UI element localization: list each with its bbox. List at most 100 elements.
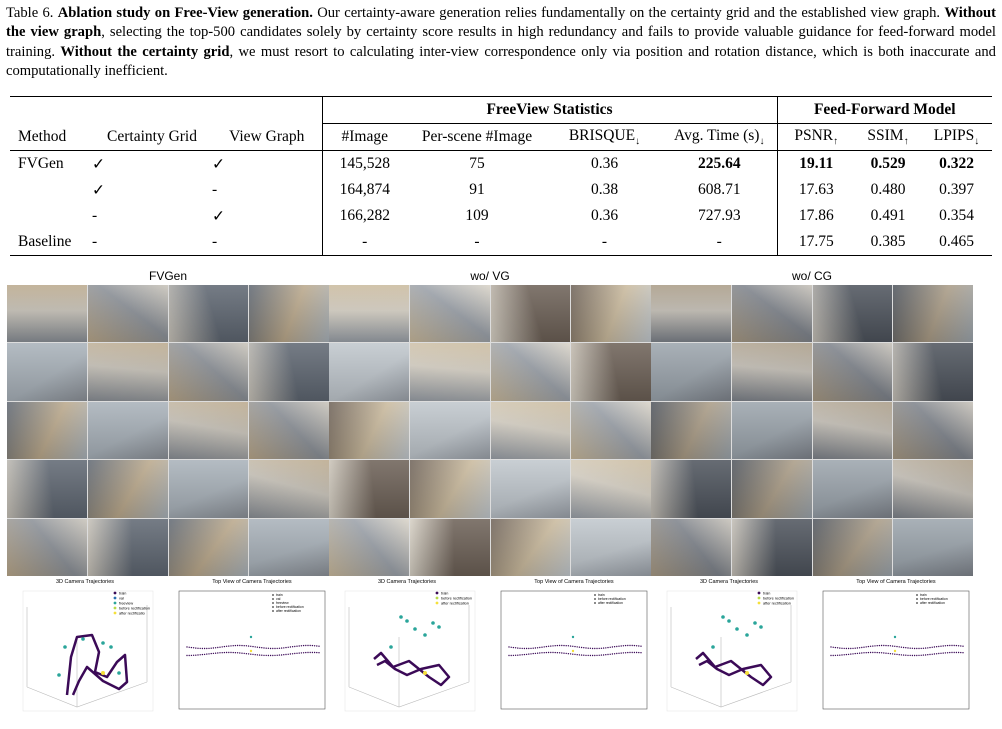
- top-view-point: [291, 646, 294, 648]
- top-view-point: [631, 644, 633, 647]
- top-view-point: [891, 653, 894, 655]
- top-view-point: [197, 654, 199, 656]
- top-view-point: [245, 653, 248, 655]
- col-image: #Image: [321, 123, 407, 151]
- top-view-point: [239, 644, 241, 647]
- table-cell: ✓: [92, 181, 105, 199]
- top-view-point: [867, 651, 870, 654]
- top-view-point: [622, 652, 625, 654]
- table-cell: 0.36: [590, 207, 619, 224]
- top-view-point: [543, 652, 545, 654]
- top-view-point: [850, 647, 852, 650]
- top-view-point: [883, 644, 885, 647]
- top-view-point: [834, 646, 837, 649]
- top-view-point: [900, 654, 903, 656]
- freeview-point: [753, 621, 757, 625]
- panel-title-fvgen: FVGen: [148, 269, 187, 283]
- legend-label: freeview: [276, 601, 289, 605]
- top-view-point: [265, 654, 267, 657]
- top-view-point: [589, 647, 592, 649]
- top-view-point: [620, 645, 622, 647]
- top-view-point: [234, 652, 237, 654]
- table-cell: 166,282: [321, 203, 407, 229]
- top-view-point: [192, 654, 195, 656]
- top-view-point: [243, 652, 245, 655]
- top-view-point: [296, 645, 298, 647]
- table-row-fvgen: FVGen ✓ ✓ 145,528 75 0.36 225.64 19.11 0…: [10, 150, 992, 177]
- photo-tile: [651, 285, 731, 343]
- top-view-point: [583, 654, 585, 656]
- top-view-point: [563, 652, 565, 654]
- top-view-point: [940, 652, 942, 654]
- plot-top-frame: [178, 590, 326, 710]
- top-view-point: [298, 652, 300, 654]
- top-view-point: [847, 653, 850, 656]
- col-avg-time: Avg. Time (s)↓: [674, 126, 765, 148]
- top-view-point: [241, 644, 243, 647]
- table-cell: 0.322: [921, 150, 992, 177]
- top-view-point: [298, 645, 300, 647]
- freeview-point: [727, 619, 731, 623]
- top-view-point: [633, 651, 636, 654]
- plot-3d-title: 3D Camera Trajectories: [700, 579, 758, 585]
- top-view-point: [263, 647, 265, 649]
- top-view-point: [902, 654, 905, 656]
- legend-label: before rectification: [598, 597, 626, 601]
- top-view-point: [569, 653, 572, 655]
- top-view-point: [256, 646, 259, 648]
- top-view-point: [832, 654, 834, 657]
- top-view-point: [241, 652, 243, 654]
- group-header-feedforward: Feed-Forward Model: [776, 96, 992, 124]
- legend-marker: [757, 601, 761, 605]
- top-view-point: [587, 654, 589, 657]
- top-view-point: [514, 654, 517, 656]
- top-view-point: [878, 644, 881, 647]
- top-view-point: [635, 645, 638, 647]
- top-view-point: [267, 647, 270, 649]
- column-header-row: Method Certainty Grid View Graph #Image …: [10, 123, 992, 151]
- legend-marker: [272, 594, 274, 596]
- top-view-point: [195, 647, 197, 649]
- top-view-point: [318, 652, 320, 654]
- table-cell: -: [321, 229, 407, 256]
- top-view-point: [600, 654, 603, 656]
- top-view-point: [938, 645, 940, 648]
- top-view-point: [201, 647, 204, 650]
- top-view-point: [521, 654, 523, 656]
- rectified-point: [101, 671, 105, 675]
- top-view-point: [876, 645, 878, 647]
- photo-tile: [812, 343, 893, 401]
- top-view-point: [250, 645, 252, 647]
- top-view-point: [528, 647, 530, 650]
- top-view-point: [841, 647, 843, 649]
- freeview-point: [893, 635, 897, 639]
- top-view-point: [539, 646, 541, 649]
- top-view-point: [953, 651, 955, 654]
- photo-tile: [812, 401, 893, 460]
- photo-tile: [409, 518, 490, 576]
- top-view-point: [539, 652, 541, 654]
- legend-marker: [435, 596, 439, 600]
- top-view-point: [265, 647, 267, 649]
- top-view-point: [186, 654, 188, 657]
- legend-marker: [113, 606, 117, 610]
- top-view-point: [576, 654, 578, 656]
- plot-3d-frame: [666, 590, 798, 712]
- top-view-point: [613, 646, 616, 648]
- table-cell: 608.71: [697, 181, 741, 198]
- plot-top-frame: [822, 590, 970, 710]
- top-view-point: [258, 646, 261, 649]
- top-view-point: [839, 647, 841, 649]
- top-view-point: [309, 651, 311, 654]
- legend-marker: [757, 591, 761, 595]
- top-view-point: [212, 647, 215, 649]
- top-view-point: [605, 647, 607, 649]
- top-view-point: [558, 652, 561, 654]
- legend-label: train: [276, 593, 283, 597]
- top-view-point: [854, 652, 856, 655]
- top-view-point: [830, 646, 832, 648]
- photo-tile: [490, 343, 571, 401]
- top-view-point: [309, 644, 311, 647]
- table-cell: Baseline: [10, 229, 92, 256]
- top-view-point: [512, 654, 515, 657]
